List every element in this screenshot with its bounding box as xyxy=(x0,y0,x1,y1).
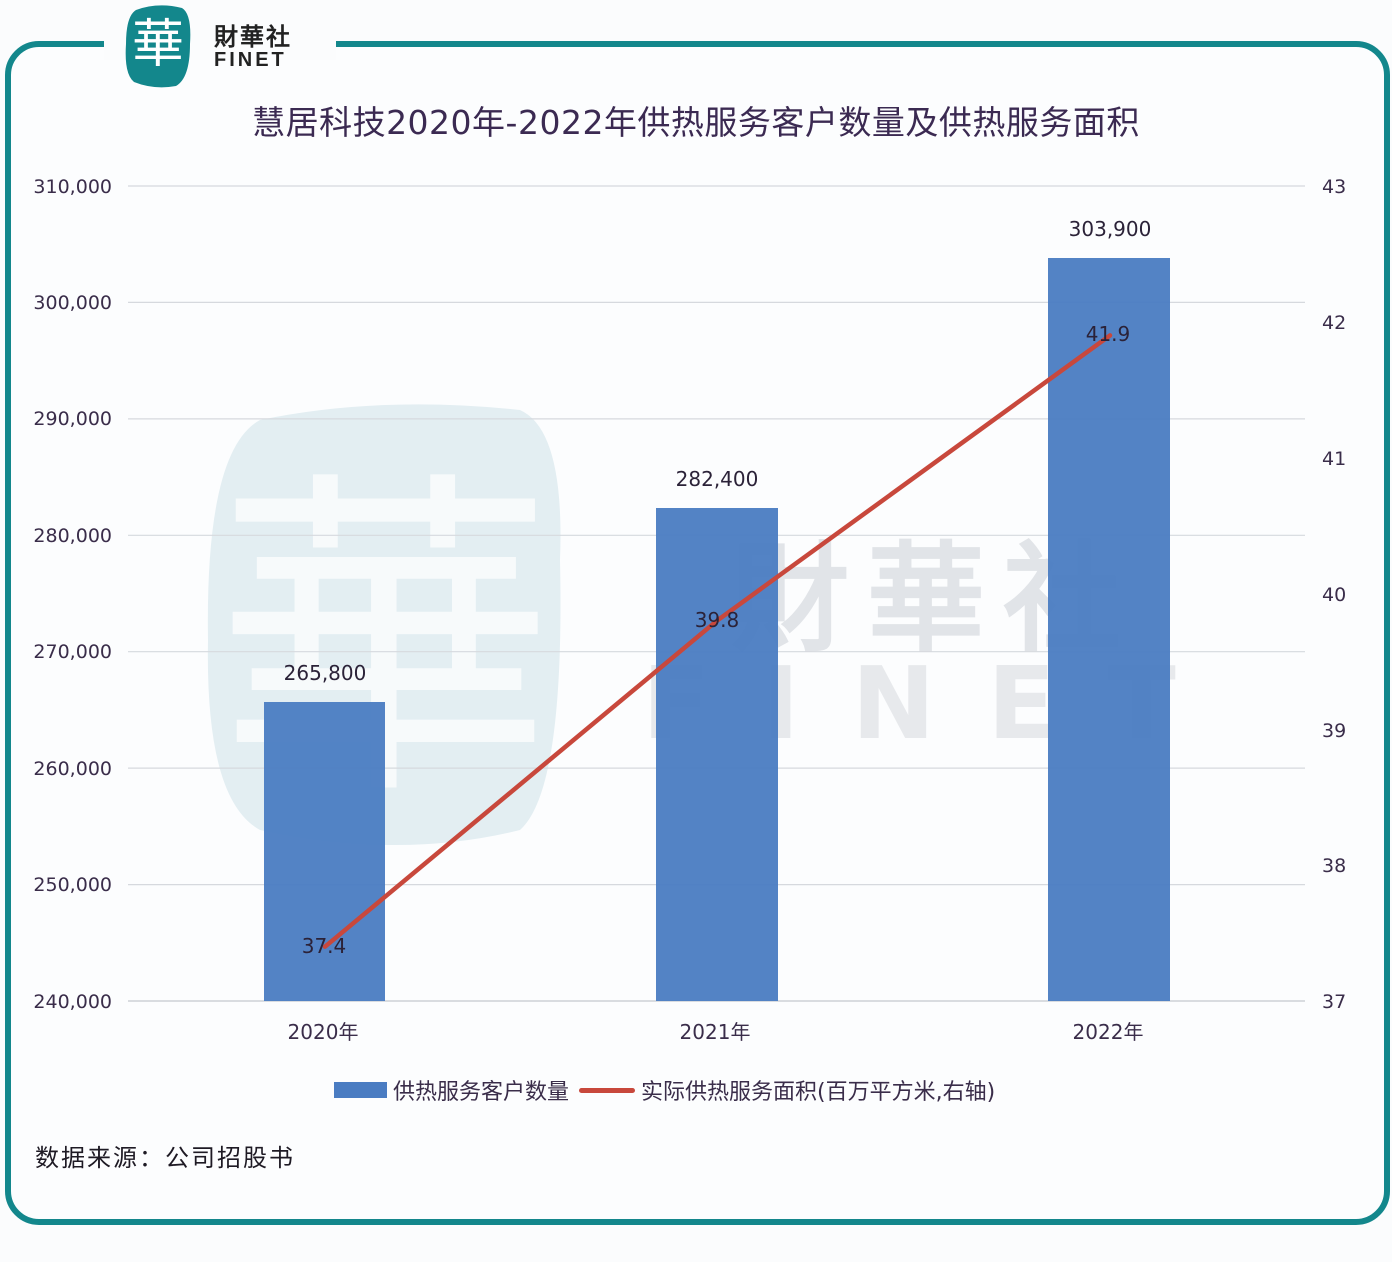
legend-line-label: 实际供热服务面积(百万平方米,右轴) xyxy=(641,1080,996,1105)
chart-legend: 供热服务客户数量 实际供热服务面积(百万平方米,右轴) xyxy=(334,1074,995,1106)
svg-text:華: 華 xyxy=(132,15,184,75)
brand-name: 財華社 FINET xyxy=(214,24,292,70)
bar-2021 xyxy=(656,508,778,1001)
svg-text:270,000: 270,000 xyxy=(33,641,112,663)
line-series xyxy=(322,333,1113,949)
data-source: 数据来源：公司招股书 xyxy=(35,1144,295,1172)
svg-text:37: 37 xyxy=(1322,991,1346,1013)
bar-labels: 265,800 282,400 303,900 xyxy=(284,217,1152,685)
svg-text:2021年: 2021年 xyxy=(680,1020,751,1044)
svg-text:282,400: 282,400 xyxy=(676,467,759,491)
legend-bar-label: 供热服务客户数量 xyxy=(393,1080,570,1105)
svg-text:38: 38 xyxy=(1322,855,1346,877)
svg-text:41: 41 xyxy=(1322,448,1346,470)
right-axis: 43 42 41 40 39 38 37 xyxy=(1322,176,1346,1013)
svg-text:260,000: 260,000 xyxy=(33,758,112,780)
svg-text:290,000: 290,000 xyxy=(33,408,112,430)
svg-text:41.9: 41.9 xyxy=(1086,322,1131,346)
svg-text:300,000: 300,000 xyxy=(33,292,112,314)
svg-text:39: 39 xyxy=(1322,720,1346,742)
svg-text:250,000: 250,000 xyxy=(33,874,112,896)
svg-text:265,800: 265,800 xyxy=(284,661,367,685)
svg-text:303,900: 303,900 xyxy=(1069,217,1152,241)
brand-name-en: FINET xyxy=(214,49,287,71)
bar-2020 xyxy=(264,702,385,1001)
legend-line-swatch-icon xyxy=(579,1087,636,1093)
svg-text:43: 43 xyxy=(1322,176,1346,198)
svg-text:40: 40 xyxy=(1322,584,1346,606)
chart-title: 慧居科技2020年-2022年供热服务客户数量及供热服务面积 xyxy=(252,103,1140,142)
svg-text:42: 42 xyxy=(1322,312,1346,334)
bar-series xyxy=(264,258,1170,1001)
x-axis: 2020年 2021年 2022年 xyxy=(288,1020,1144,1044)
line-labels: 37.4 39.8 41.9 xyxy=(302,322,1131,958)
bar-2022 xyxy=(1048,258,1170,1001)
svg-text:2022年: 2022年 xyxy=(1073,1020,1144,1044)
svg-text:39.8: 39.8 xyxy=(695,608,740,632)
legend-bar-swatch-icon xyxy=(334,1082,387,1098)
svg-text:280,000: 280,000 xyxy=(33,525,112,547)
svg-text:240,000: 240,000 xyxy=(33,991,112,1013)
svg-text:37.4: 37.4 xyxy=(302,934,347,958)
brand-name-cn: 財華社 xyxy=(214,23,292,51)
svg-text:2020年: 2020年 xyxy=(288,1020,359,1044)
left-axis: 310,000 300,000 290,000 280,000 270,000 … xyxy=(33,176,112,1013)
finet-logo-icon: 華 xyxy=(125,5,191,88)
svg-text:310,000: 310,000 xyxy=(33,176,112,198)
